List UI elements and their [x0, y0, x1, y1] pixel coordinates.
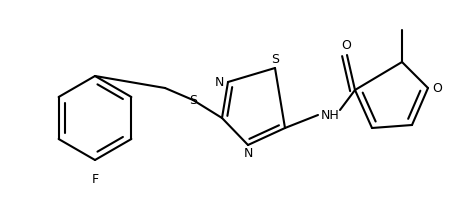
Text: F: F — [91, 173, 99, 186]
Text: S: S — [189, 93, 197, 107]
Text: NH: NH — [321, 109, 340, 122]
Text: O: O — [432, 82, 442, 94]
Text: O: O — [341, 39, 351, 52]
Text: N: N — [215, 75, 224, 89]
Text: N: N — [243, 147, 253, 160]
Text: S: S — [271, 53, 279, 66]
